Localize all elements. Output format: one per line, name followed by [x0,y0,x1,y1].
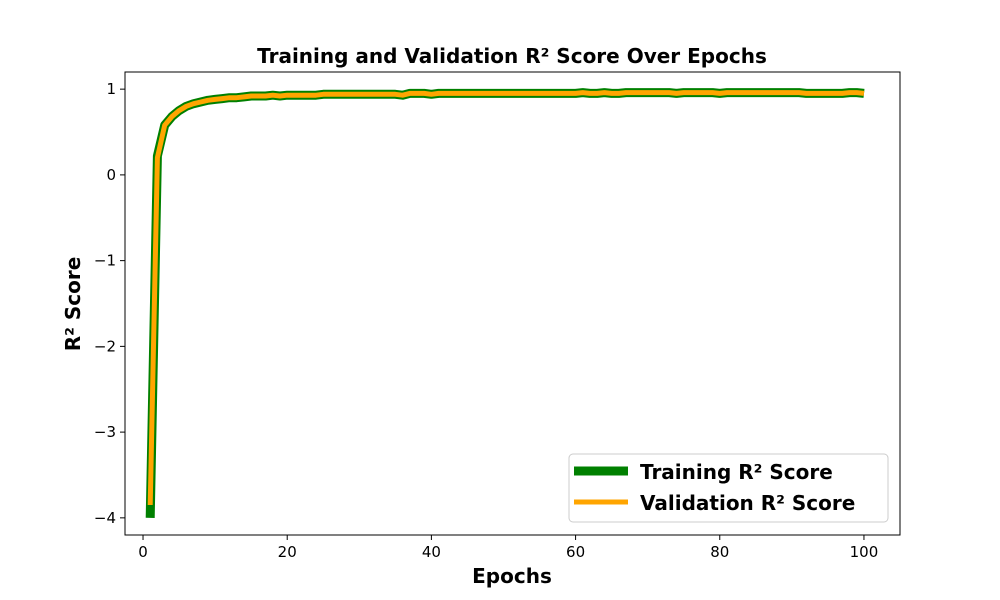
y-tick-label: −2 [94,337,116,355]
legend-label-training: Training R² Score [640,460,833,484]
plot-frame [124,71,901,536]
x-tick-label: 40 [422,543,441,561]
x-tick-label: 20 [278,543,297,561]
legend: Training R² Score Validation R² Score [568,453,889,523]
x-tick-label: 60 [566,543,585,561]
legend-box [568,453,889,523]
y-tick-label: −1 [94,252,116,270]
x-tick-label: 0 [138,543,148,561]
y-tick-label: −3 [94,423,116,441]
y-tick-label: 1 [106,80,116,98]
chart-title: Training and Validation R² Score Over Ep… [257,44,767,68]
x-tick-label: 80 [710,543,729,561]
y-axis-label: R² Score [61,257,85,352]
x-axis-label: Epochs [472,564,552,588]
series-layer [145,88,865,518]
series-line-validation [147,90,865,506]
y-tick-label: 0 [106,166,116,184]
y-tick-label: −4 [94,509,116,527]
x-axis: 0 20 40 60 80 100 [138,535,878,561]
y-axis: 1 0 −1 −2 −3 −4 [94,80,125,527]
legend-label-validation: Validation R² Score [640,491,855,515]
x-tick-label: 100 [850,543,879,561]
